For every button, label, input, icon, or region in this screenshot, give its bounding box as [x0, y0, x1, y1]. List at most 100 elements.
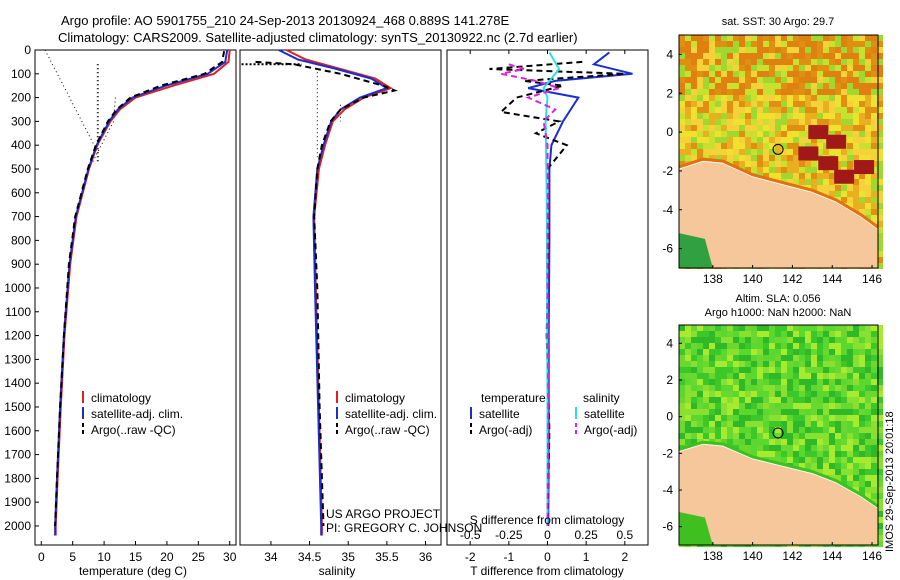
field-cell — [853, 349, 859, 355]
field-cell — [847, 89, 853, 95]
field-cell — [853, 47, 859, 53]
field-cell — [745, 167, 751, 173]
field-cell — [877, 137, 883, 143]
field-cell — [775, 397, 781, 403]
field-cell — [691, 107, 697, 113]
field-cell — [877, 541, 883, 547]
field-cell — [829, 179, 835, 185]
field-cell — [787, 41, 793, 47]
map-x-tick-label: 142 — [782, 272, 802, 286]
field-cell — [823, 433, 829, 439]
field-cell — [751, 379, 757, 385]
field-cell — [697, 367, 703, 373]
field-cell — [769, 35, 775, 41]
field-cell — [691, 355, 697, 361]
field-cell — [841, 337, 847, 343]
field-cell — [799, 427, 805, 433]
field-cell — [877, 343, 883, 349]
field-cell — [703, 355, 709, 361]
field-cell — [739, 47, 745, 53]
field-cell — [685, 89, 691, 95]
field-cell — [727, 421, 733, 427]
field-cell — [865, 131, 871, 137]
field-cell — [697, 65, 703, 71]
field-cell — [817, 143, 823, 149]
field-cell — [865, 349, 871, 355]
field-cell — [841, 47, 847, 53]
field-cell — [685, 65, 691, 71]
field-cell — [697, 47, 703, 53]
field-cell — [733, 41, 739, 47]
field-cell — [853, 451, 859, 457]
field-cell — [757, 343, 763, 349]
field-cell — [793, 343, 799, 349]
field-cell — [775, 89, 781, 95]
map-x-tick-label: 146 — [862, 272, 882, 286]
field-cell — [769, 119, 775, 125]
field-cell — [769, 397, 775, 403]
field-cell — [709, 415, 715, 421]
field-cell — [727, 403, 733, 409]
field-cell — [763, 155, 769, 161]
field-cell — [715, 59, 721, 65]
field-cell — [691, 101, 697, 107]
field-cell — [709, 391, 715, 397]
argo-location-marker — [772, 143, 784, 155]
field-cell — [679, 161, 685, 167]
field-cell — [685, 119, 691, 125]
field-cell — [877, 125, 883, 131]
field-cell — [823, 409, 829, 415]
field-cell — [775, 427, 781, 433]
field-cell — [859, 325, 865, 331]
field-cell — [715, 397, 721, 403]
field-cell — [835, 403, 841, 409]
field-cell — [721, 107, 727, 113]
field-cell — [757, 451, 763, 457]
field-cell — [823, 415, 829, 421]
field-cell — [859, 185, 865, 191]
field-cell — [877, 493, 883, 499]
field-cell — [697, 385, 703, 391]
field-cell — [769, 355, 775, 361]
field-cell — [769, 161, 775, 167]
field-cell — [745, 47, 751, 53]
field-cell — [859, 47, 865, 53]
field-cell — [865, 125, 871, 131]
field-cell — [775, 367, 781, 373]
field-cell — [853, 331, 859, 337]
field-cell — [685, 397, 691, 403]
field-cell — [781, 173, 787, 179]
field-cell — [757, 137, 763, 143]
field-cell — [733, 349, 739, 355]
field-cell — [877, 53, 883, 59]
field-cell — [835, 191, 841, 197]
field-cell — [829, 379, 835, 385]
field-cell — [811, 161, 817, 167]
field-cell — [799, 331, 805, 337]
field-cell — [757, 65, 763, 71]
field-cell — [709, 35, 715, 41]
field-cell — [835, 119, 841, 125]
field-cell — [799, 47, 805, 53]
field-cell — [871, 469, 877, 475]
field-cell — [793, 367, 799, 373]
field-cell — [739, 83, 745, 89]
field-cell — [799, 53, 805, 59]
field-cell — [787, 337, 793, 343]
field-cell — [805, 125, 811, 131]
field-cell — [853, 343, 859, 349]
field-cell — [841, 373, 847, 379]
field-cell — [763, 367, 769, 373]
field-cell — [835, 113, 841, 119]
field-cell — [805, 433, 811, 439]
field-cell — [703, 95, 709, 101]
field-cell — [769, 445, 775, 451]
field-cell — [829, 113, 835, 119]
field-cell — [829, 173, 835, 179]
field-cell — [679, 65, 685, 71]
field-cell — [859, 367, 865, 373]
field-cell — [769, 83, 775, 89]
field-cell — [763, 325, 769, 331]
field-cell — [847, 41, 853, 47]
field-cell — [865, 77, 871, 83]
